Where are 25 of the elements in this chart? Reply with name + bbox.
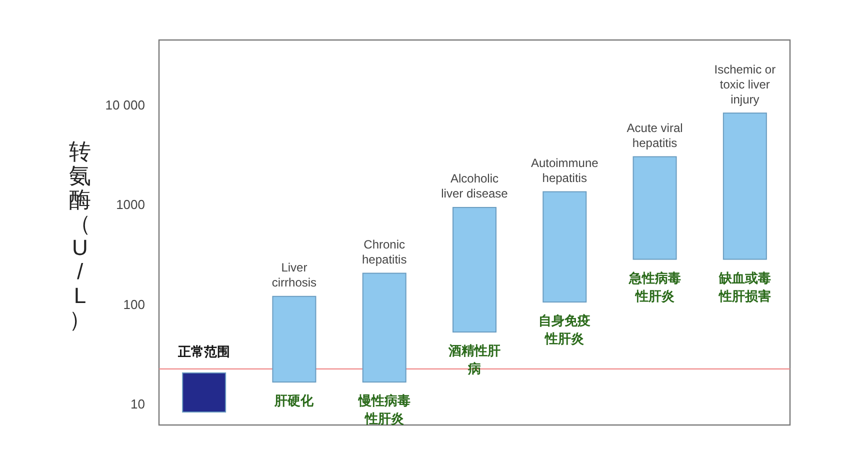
x-tick-label: 肝硬化 xyxy=(274,393,315,408)
bar xyxy=(542,191,587,303)
annotation: Liver cirrhosis xyxy=(272,260,317,290)
annotation: Acute viral hepatitis xyxy=(626,120,683,150)
x-tick-label: 正常范围 xyxy=(177,344,230,359)
annotation: Chronic hepatitis xyxy=(362,237,407,266)
x-tick-label: 自身免疫性肝炎 xyxy=(538,313,591,346)
bar xyxy=(362,272,406,383)
y-tick-label: 1000 xyxy=(116,197,145,212)
x-tick-label: 慢性病毒性肝炎 xyxy=(357,393,410,426)
y-tick-label: 10 000 xyxy=(105,97,145,112)
bar xyxy=(722,112,767,260)
annotation: Alcoholic liver disease xyxy=(441,172,508,201)
bar xyxy=(632,156,677,260)
y-tick-label: 10 xyxy=(130,396,145,412)
x-tick-label: 酒精性肝病 xyxy=(448,343,500,376)
x-tick-label: 缺血或毒性肝损害 xyxy=(718,270,771,304)
y-tick-label: 100 xyxy=(123,296,145,312)
annotation: Ischemic or toxic liver injury xyxy=(714,62,776,106)
y-axis-title: 转氨酶（U/L） xyxy=(69,139,91,332)
annotation: Autoimmune hepatitis xyxy=(530,156,599,185)
x-tick-label: 急性病毒性肝炎 xyxy=(628,270,681,304)
bar xyxy=(272,296,316,383)
bar xyxy=(182,372,226,413)
bar xyxy=(452,206,496,333)
